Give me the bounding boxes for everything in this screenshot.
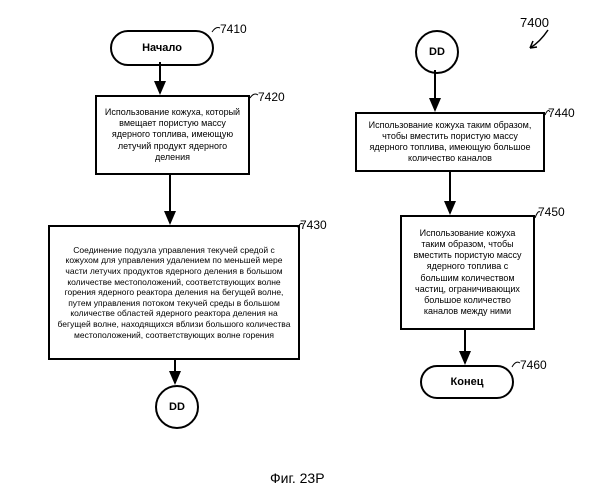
dd-connector-bottom: DD [155,385,199,429]
figure-caption: Фиг. 23P [270,470,325,486]
dd-bottom-label: DD [169,401,185,413]
flowchart-canvas: Начало 7410 Использование кожуха, которы… [0,0,605,500]
dd-top-label: DD [429,46,445,58]
process-7420: Использование кожуха, который вмещает по… [95,95,250,175]
ref-7410: 7410 [220,22,247,36]
ref-7450: 7450 [538,205,565,219]
process-7420-text: Использование кожуха, который вмещает по… [103,107,242,163]
process-7430: Соединение подузла управления текучей ср… [48,225,300,360]
ref-7440: 7440 [548,106,575,120]
start-node: Начало [110,30,214,66]
process-7440: Использование кожуха таким образом, чтоб… [355,112,545,172]
start-label: Начало [142,42,182,54]
end-node: Конец [420,365,514,399]
process-7450: Использование кожуха таким образом, чтоб… [400,215,535,330]
dd-connector-top: DD [415,30,459,74]
process-7430-text: Соединение подузла управления текучей ср… [56,245,292,341]
ref-7460: 7460 [520,358,547,372]
ref-7430: 7430 [300,218,327,232]
process-7450-text: Использование кожуха таким образом, чтоб… [408,228,527,318]
ref-7420: 7420 [258,90,285,104]
ref-7400: 7400 [520,15,549,30]
process-7440-text: Использование кожуха таким образом, чтоб… [363,120,537,165]
end-label: Конец [451,376,484,388]
